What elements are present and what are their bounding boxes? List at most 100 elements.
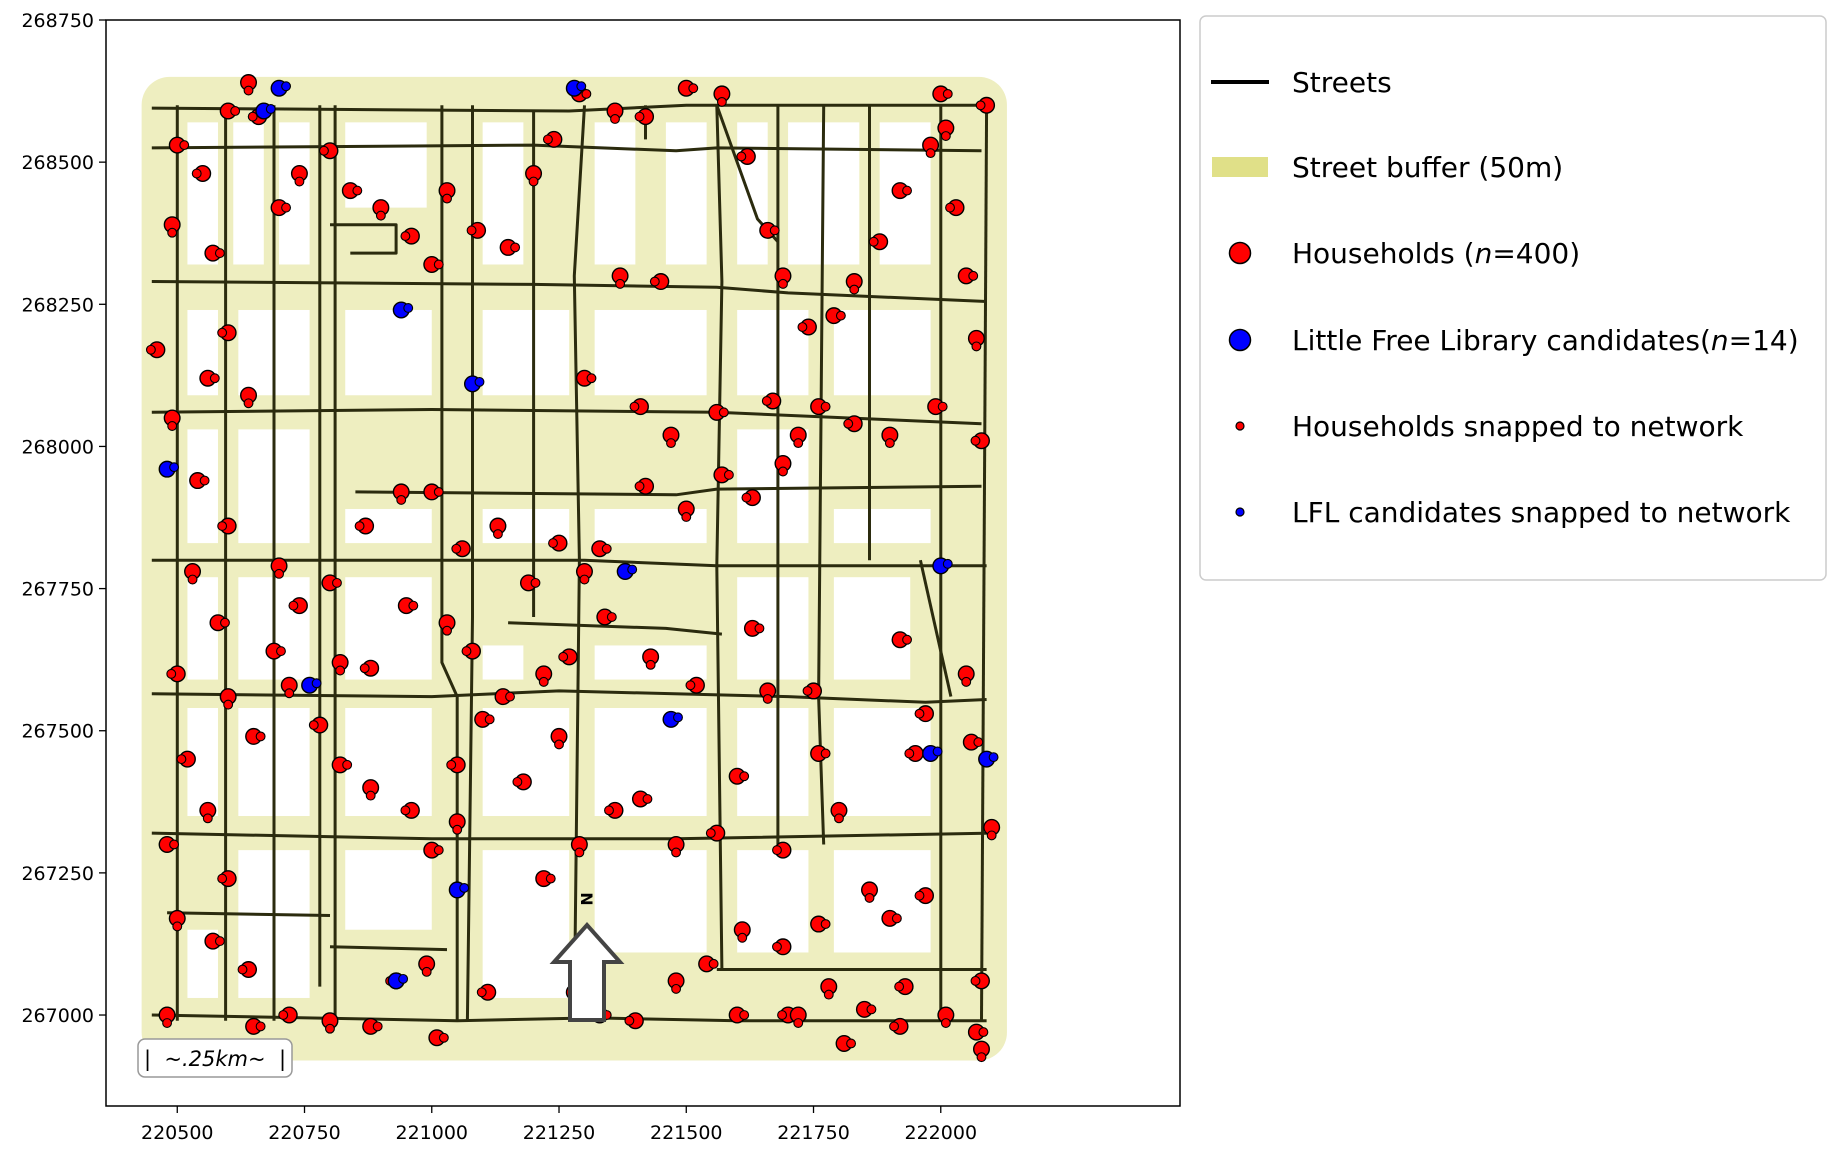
household-snapped-point xyxy=(973,737,984,748)
household-snapped-point xyxy=(914,708,925,719)
household-snapped-point xyxy=(624,1015,635,1026)
lfl-snapped-point xyxy=(627,564,638,575)
city-block xyxy=(737,429,809,544)
household-snapped-point xyxy=(558,651,569,662)
household-snapped-point xyxy=(217,327,228,338)
street xyxy=(355,484,982,497)
household-snapped-point xyxy=(335,665,346,676)
city-block xyxy=(665,122,707,265)
street xyxy=(151,831,992,841)
household-snapped-point xyxy=(975,100,986,111)
household-snapped-point xyxy=(284,688,295,699)
household-snapped-point xyxy=(191,168,202,179)
y-tick-label: 267250 xyxy=(21,863,94,885)
household-snapped-point xyxy=(937,401,948,412)
legend-hh-snapped-symbol xyxy=(1235,421,1245,431)
household-snapped-point xyxy=(325,1023,335,1034)
city-block xyxy=(833,309,931,396)
lfl-snapped-point xyxy=(673,712,683,723)
household-snapped-point xyxy=(199,475,210,486)
household-snapped-point xyxy=(505,691,515,702)
household-snapped-point xyxy=(433,845,444,856)
household-snapped-point xyxy=(777,1010,788,1020)
household-snapped-point xyxy=(548,538,558,549)
household-snapped-point xyxy=(778,278,788,289)
y-tick-label: 268750 xyxy=(21,10,94,32)
household-snapped-point xyxy=(209,373,220,384)
household-snapped-point xyxy=(220,617,230,628)
scale-bar: | ~.25km~ | xyxy=(137,1038,293,1078)
household-snapped-point xyxy=(237,964,248,975)
household-snapped-point xyxy=(214,936,225,947)
household-snapped-point xyxy=(574,847,585,858)
household-snapped-point xyxy=(688,83,699,94)
household-snapped-point xyxy=(642,794,653,804)
household-snapped-point xyxy=(970,975,981,986)
household-snapped-point xyxy=(476,987,487,998)
household-snapped-point xyxy=(187,574,198,585)
household-snapped-point xyxy=(681,512,692,522)
legend-lfl-label: Little Free Library candidates(n=14) xyxy=(1292,324,1799,357)
city-block xyxy=(833,707,931,817)
household-snapped-point xyxy=(904,748,915,759)
household-snapped-point xyxy=(288,600,299,611)
street xyxy=(151,280,987,303)
street xyxy=(329,945,448,952)
city-block xyxy=(737,122,768,265)
city-block xyxy=(187,122,218,265)
household-snapped-point xyxy=(645,659,656,670)
household-snapped-point xyxy=(634,481,645,492)
lfl-snapped-point xyxy=(459,882,470,893)
household-snapped-point xyxy=(940,1018,951,1028)
household-snapped-point xyxy=(772,845,782,856)
household-snapped-point xyxy=(461,646,472,657)
household-snapped-point xyxy=(968,270,979,281)
household-snapped-point xyxy=(172,921,183,932)
household-snapped-point xyxy=(685,680,696,691)
lfl-snapped-point xyxy=(942,558,953,569)
household-snapped-point xyxy=(889,1021,899,1032)
household-snapped-point xyxy=(902,185,912,196)
household-snapped-point xyxy=(737,932,748,943)
street xyxy=(572,105,586,1016)
household-snapped-point xyxy=(761,396,772,406)
y-tick-label: 268000 xyxy=(21,436,94,458)
household-snapped-point xyxy=(820,401,831,412)
household-snapped-point xyxy=(649,276,660,287)
household-snapped-point xyxy=(400,805,411,816)
street xyxy=(151,143,982,153)
household-snapped-point xyxy=(162,1018,173,1028)
household-snapped-point xyxy=(925,148,936,159)
household-snapped-point xyxy=(223,699,234,710)
household-snapped-point xyxy=(528,176,539,187)
city-block xyxy=(833,577,911,680)
household-snapped-point xyxy=(278,1010,289,1020)
x-tick-label: 221000 xyxy=(395,1122,468,1144)
city-block xyxy=(279,122,310,265)
household-snapped-point xyxy=(671,983,682,994)
household-snapped-point xyxy=(793,438,804,449)
x-tick-label: 221750 xyxy=(777,1122,850,1144)
legend-lfl-snapped-symbol xyxy=(1235,507,1245,517)
household-snapped-point xyxy=(708,958,719,969)
household-snapped-point xyxy=(793,1018,804,1028)
legend-buffer-symbol xyxy=(1212,157,1268,177)
legend-households-label: Households (n=400) xyxy=(1292,237,1580,270)
household-snapped-point xyxy=(230,106,241,116)
x-tick-label: 220750 xyxy=(268,1122,341,1144)
city-block xyxy=(737,707,809,817)
scale-bar-label: | ~.25km~ | xyxy=(144,1047,286,1072)
household-snapped-point xyxy=(243,85,254,96)
household-snapped-point xyxy=(274,568,285,579)
household-snapped-point xyxy=(586,373,597,384)
household-snapped-point xyxy=(169,839,180,850)
household-snapped-point xyxy=(961,676,972,687)
household-snapped-point xyxy=(365,790,376,801)
household-snapped-point xyxy=(545,873,556,884)
street xyxy=(151,103,987,113)
household-snapped-point xyxy=(281,202,292,213)
y-tick-label: 268250 xyxy=(21,294,94,316)
household-snapped-point xyxy=(319,145,329,156)
lfl-snapped-point xyxy=(474,376,485,387)
